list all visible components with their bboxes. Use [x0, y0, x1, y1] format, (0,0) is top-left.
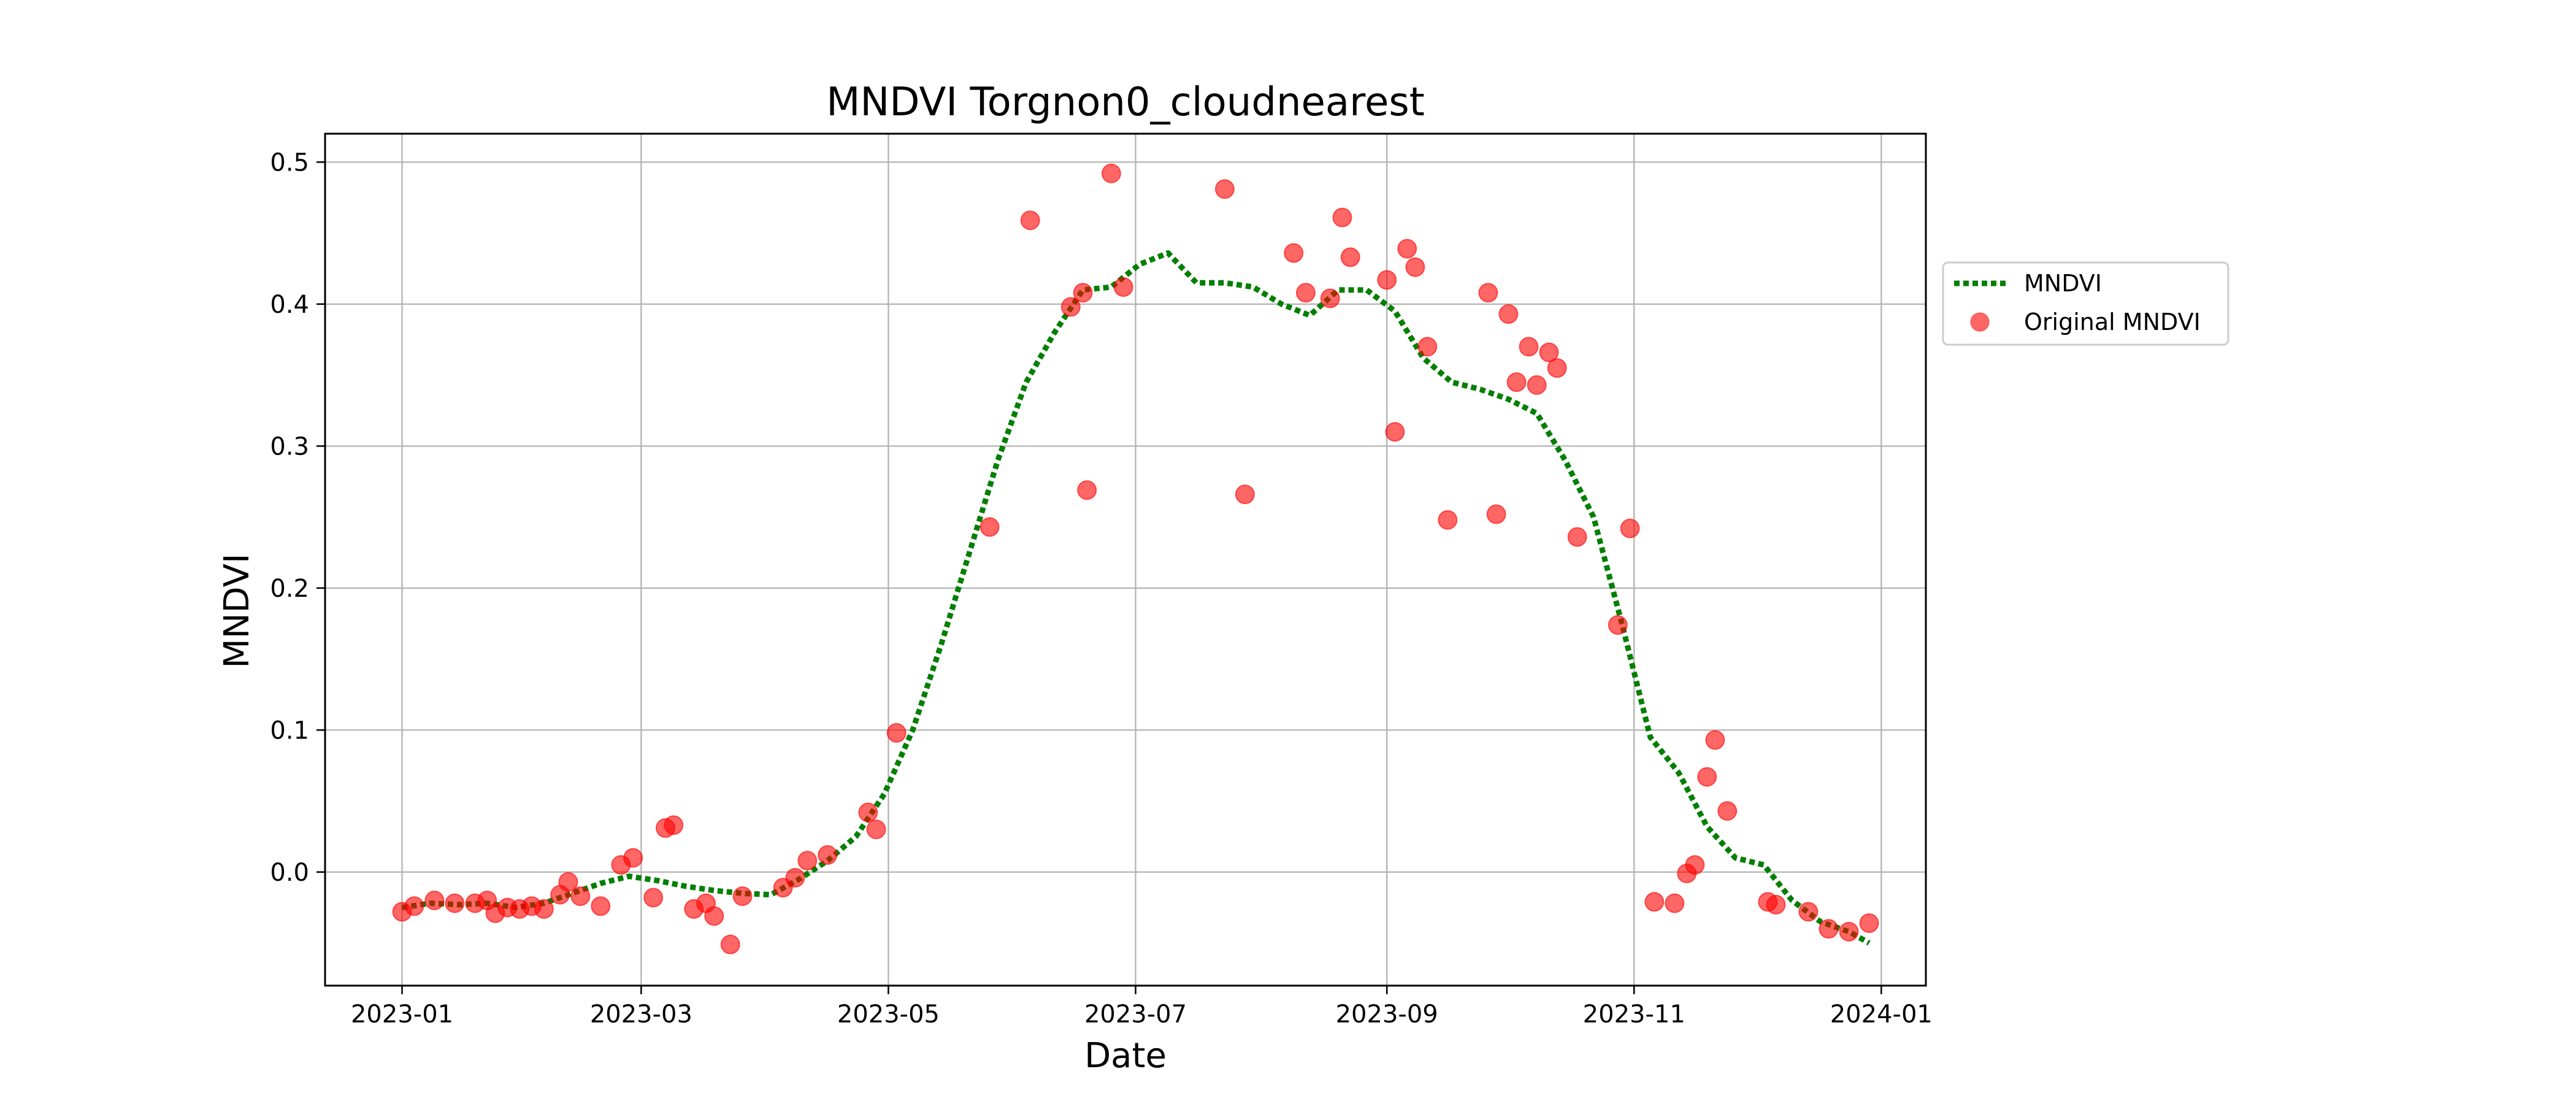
y-axis-label: MNDVI [217, 553, 257, 668]
series-line-mndvi [401, 250, 1871, 946]
data-point-original-mndvi [720, 934, 740, 954]
data-point-original-mndvi [1320, 288, 1340, 309]
data-point-original-mndvi [1839, 922, 1859, 941]
x-tick-label: 2023-01 [351, 1000, 453, 1029]
data-point-original-mndvi [979, 517, 1000, 537]
data-point-original-mndvi [1486, 504, 1506, 524]
data-point-original-mndvi [591, 896, 611, 916]
data-point-original-mndvi [1665, 893, 1685, 913]
data-point-original-mndvi [1766, 895, 1786, 914]
data-point-original-mndvi [1405, 257, 1425, 277]
data-point-original-mndvi [1644, 892, 1665, 912]
data-point-original-mndvi [570, 886, 591, 907]
data-point-original-mndvi [623, 848, 643, 868]
data-point-original-mndvi [1113, 277, 1133, 297]
data-point-original-mndvi [445, 893, 465, 913]
x-tick-label: 2023-09 [1336, 1000, 1438, 1029]
data-point-original-mndvi [1377, 270, 1397, 290]
plot-frame [324, 132, 1927, 987]
data-point-original-mndvi [1060, 297, 1081, 317]
x-tick-label: 2023-07 [1084, 1000, 1187, 1029]
data-point-original-mndvi [1235, 485, 1255, 504]
data-point-original-mndvi [818, 845, 838, 865]
data-point-original-mndvi [1284, 243, 1304, 263]
data-point-original-mndvi [1214, 179, 1235, 199]
legend-swatch-original-mndvi [1970, 312, 1990, 332]
grid [325, 134, 1926, 986]
data-point-original-mndvi [1697, 767, 1717, 787]
data-point-original-mndvi [1567, 527, 1587, 547]
axis-ticks: 2023-01 2023-03 2023-05 2023-07 2023-09 2023-… [270, 148, 1933, 1029]
x-tick-label: 2023-11 [1583, 1000, 1685, 1029]
data-point-original-mndvi [1077, 480, 1097, 500]
x-tick-label: 2023-03 [590, 1000, 692, 1029]
data-point-original-mndvi [534, 899, 554, 919]
data-point-original-mndvi [558, 872, 578, 892]
data-point-original-mndvi [424, 891, 445, 911]
data-point-original-mndvi [1819, 919, 1839, 939]
y-tick-label: 0.5 [270, 148, 309, 177]
data-point-original-mndvi [664, 815, 684, 835]
legend-label-mndvi: MNDVI [2024, 270, 2102, 297]
data-point-original-mndvi [1519, 337, 1539, 357]
data-point-original-mndvi [858, 802, 878, 822]
data-point-original-mndvi [1705, 730, 1725, 750]
plot-data [392, 163, 1879, 954]
data-point-original-mndvi [1296, 283, 1316, 303]
data-point-original-mndvi [1340, 247, 1360, 267]
data-point-original-mndvi [1506, 372, 1527, 393]
data-point-original-mndvi [1397, 239, 1417, 259]
data-point-original-mndvi [1608, 615, 1628, 635]
data-point-original-mndvi [1717, 801, 1738, 821]
x-tick-label: 2023-05 [837, 1000, 940, 1029]
legend-box [1942, 261, 2229, 346]
y-tick-label: 0.3 [270, 432, 309, 461]
data-point-original-mndvi [1101, 163, 1121, 183]
data-point-original-mndvi [1620, 518, 1640, 539]
y-tick-label: 0.1 [270, 716, 309, 745]
data-point-original-mndvi [866, 819, 886, 840]
y-tick-label: 0.2 [270, 575, 309, 603]
data-point-original-mndvi [643, 887, 664, 908]
y-tick-label: 0.0 [270, 859, 309, 887]
data-point-original-mndvi [1539, 342, 1559, 362]
y-tick-label: 0.4 [270, 291, 309, 319]
data-point-original-mndvi [1527, 375, 1547, 395]
data-point-original-mndvi [404, 896, 424, 916]
data-point-original-mndvi [1859, 913, 1879, 933]
data-point-original-mndvi [704, 906, 724, 926]
data-point-original-mndvi [1547, 358, 1567, 378]
data-point-original-mndvi [1438, 510, 1458, 530]
data-point-original-mndvi [1478, 283, 1498, 303]
data-point-original-mndvi [1417, 337, 1438, 357]
x-axis-label: Date [1084, 1036, 1167, 1076]
data-point-original-mndvi [1498, 304, 1519, 324]
chart-title: MNDVI Torgnon0_cloudnearest [826, 80, 1425, 125]
data-point-original-mndvi [1798, 902, 1819, 922]
legend-label-original-mndvi: Original MNDVI [2024, 309, 2201, 335]
data-point-original-mndvi [797, 851, 818, 871]
legend: MNDVI Original MNDVI [1942, 261, 2229, 346]
data-point-original-mndvi [1332, 207, 1352, 228]
data-point-original-mndvi [785, 868, 805, 888]
data-point-original-mndvi [1685, 855, 1705, 875]
x-tick-label: 2024-01 [1830, 1000, 1933, 1029]
data-point-original-mndvi [1020, 210, 1040, 231]
data-point-original-mndvi [1073, 283, 1093, 303]
data-point-original-mndvi [886, 723, 907, 743]
data-point-original-mndvi [1385, 422, 1405, 442]
data-point-original-mndvi [732, 886, 753, 907]
